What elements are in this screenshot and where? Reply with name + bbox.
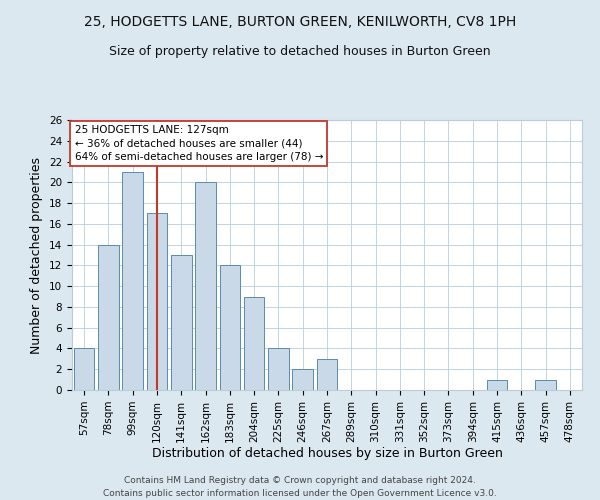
Bar — [268, 348, 289, 390]
Text: Contains HM Land Registry data © Crown copyright and database right 2024.
Contai: Contains HM Land Registry data © Crown c… — [103, 476, 497, 498]
Bar — [74, 348, 94, 390]
Text: Size of property relative to detached houses in Burton Green: Size of property relative to detached ho… — [109, 45, 491, 58]
X-axis label: Distribution of detached houses by size in Burton Green: Distribution of detached houses by size … — [152, 448, 502, 460]
Y-axis label: Number of detached properties: Number of detached properties — [31, 156, 43, 354]
Bar — [535, 380, 556, 390]
Bar — [292, 369, 313, 390]
Bar — [195, 182, 216, 390]
Text: 25 HODGETTS LANE: 127sqm
← 36% of detached houses are smaller (44)
64% of semi-d: 25 HODGETTS LANE: 127sqm ← 36% of detach… — [74, 126, 323, 162]
Bar — [487, 380, 508, 390]
Bar — [122, 172, 143, 390]
Bar — [146, 214, 167, 390]
Bar — [171, 255, 191, 390]
Bar — [244, 296, 265, 390]
Bar — [317, 359, 337, 390]
Text: 25, HODGETTS LANE, BURTON GREEN, KENILWORTH, CV8 1PH: 25, HODGETTS LANE, BURTON GREEN, KENILWO… — [84, 15, 516, 29]
Bar — [98, 244, 119, 390]
Bar — [220, 266, 240, 390]
